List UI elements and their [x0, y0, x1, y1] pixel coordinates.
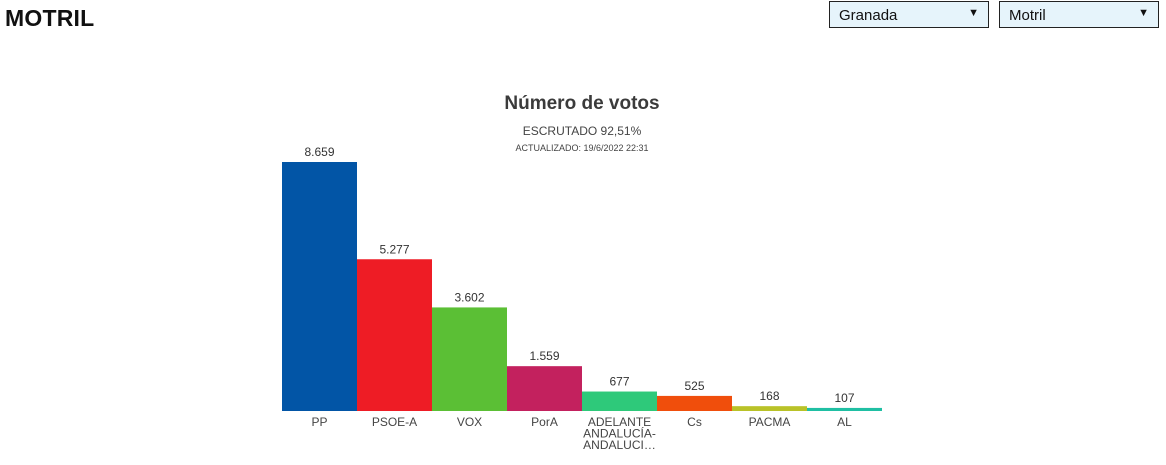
bar-5[interactable]	[657, 395, 732, 411]
municipality-select-value: Motril	[1009, 7, 1046, 24]
bar-4[interactable]	[582, 391, 657, 411]
bar-value-label: 1.559	[529, 349, 559, 363]
bar-value-label: 3.602	[454, 290, 484, 304]
province-select-value: Granada	[839, 7, 898, 24]
bar-7[interactable]	[807, 407, 882, 411]
category-label: PorA	[531, 415, 558, 429]
province-select[interactable]: Granada ▼	[829, 1, 989, 28]
last-updated: ACTUALIZADO: 19/6/2022 22:31	[515, 143, 649, 153]
bar-value-label: 8.659	[304, 145, 334, 159]
bar-value-label: 107	[834, 391, 854, 405]
bar-3[interactable]	[507, 366, 582, 411]
bar-2[interactable]	[432, 307, 507, 411]
bar-0[interactable]	[282, 162, 357, 411]
municipality-select[interactable]: Motril ▼	[999, 1, 1159, 28]
municipality-title: MOTRIL	[5, 5, 95, 31]
category-label: PACMA	[749, 415, 791, 429]
bar-value-label: 168	[759, 389, 779, 403]
category-label: ANDALUCI…	[583, 438, 656, 452]
category-label: VOX	[457, 415, 482, 429]
bar-value-label: 525	[684, 379, 704, 393]
caret-down-icon: ▼	[968, 7, 979, 19]
category-label: Cs	[687, 415, 702, 429]
category-label: PP	[311, 415, 327, 429]
bar-1[interactable]	[357, 259, 432, 411]
category-label: ANDALUCÍA-	[583, 426, 656, 441]
category-label: PSOE-A	[372, 415, 417, 429]
category-label: ADELANTE	[588, 415, 651, 429]
bar-6[interactable]	[732, 406, 807, 411]
chart-title: Número de votos	[504, 93, 660, 114]
bar-value-label: 5.277	[379, 242, 409, 256]
bar-value-label: 677	[609, 375, 629, 389]
scrutiny-status: ESCRUTADO 92,51%	[522, 124, 642, 138]
caret-down-icon: ▼	[1138, 7, 1149, 19]
category-label: AL	[837, 415, 852, 429]
